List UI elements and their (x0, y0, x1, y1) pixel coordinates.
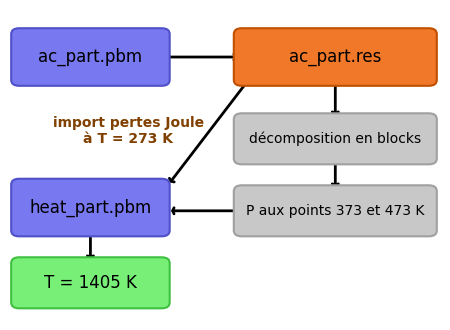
Text: heat_part.pbm: heat_part.pbm (29, 198, 152, 217)
Text: P aux points 373 et 473 K: P aux points 373 et 473 K (246, 204, 424, 218)
FancyBboxPatch shape (234, 113, 437, 164)
FancyBboxPatch shape (234, 28, 437, 86)
FancyBboxPatch shape (234, 185, 437, 236)
Text: décomposition en blocks: décomposition en blocks (249, 132, 421, 146)
FancyBboxPatch shape (11, 28, 170, 86)
Text: T = 1405 K: T = 1405 K (44, 274, 137, 292)
FancyBboxPatch shape (11, 179, 170, 236)
Text: ac_part.res: ac_part.res (289, 48, 382, 66)
Text: import pertes Joule
à T = 273 K: import pertes Joule à T = 273 K (53, 115, 204, 146)
FancyBboxPatch shape (11, 257, 170, 308)
Text: ac_part.pbm: ac_part.pbm (38, 48, 143, 66)
